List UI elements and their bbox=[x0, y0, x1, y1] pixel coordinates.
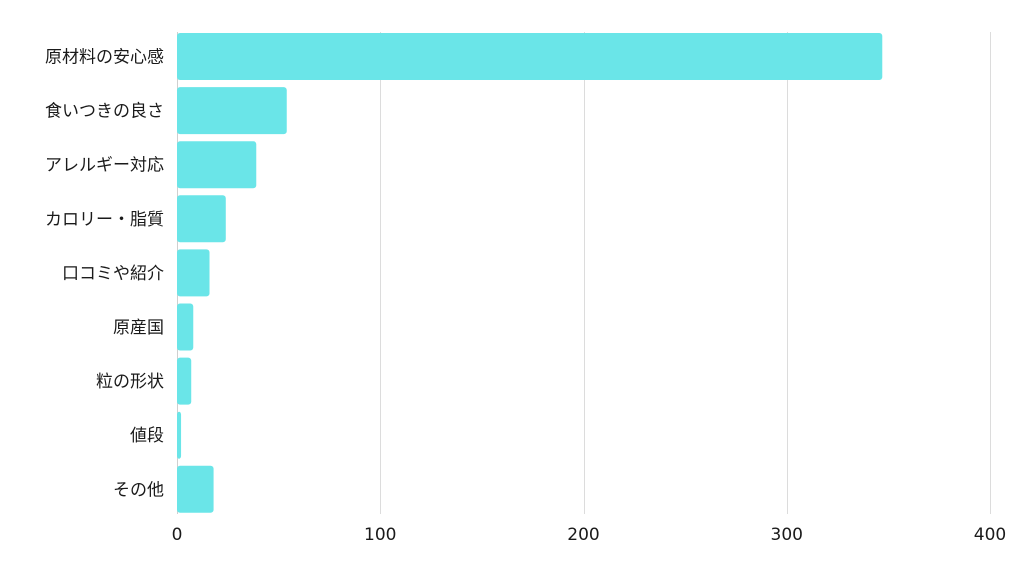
category-label: 原材料の安心感 bbox=[45, 48, 164, 68]
x-tick-labels: 0 100 200 300 400 bbox=[172, 525, 1007, 545]
x-tick-label: 100 bbox=[364, 525, 396, 545]
bar bbox=[177, 87, 287, 135]
bar bbox=[177, 357, 192, 405]
x-tick-label: 200 bbox=[567, 525, 599, 545]
category-label: 原産国 bbox=[113, 318, 164, 338]
bar bbox=[177, 195, 226, 243]
bar bbox=[177, 141, 257, 189]
category-label: カロリー・脂質 bbox=[45, 210, 164, 230]
category-label: 値段 bbox=[130, 426, 164, 446]
bar bbox=[177, 303, 194, 351]
category-label: 口コミや紹介 bbox=[62, 264, 164, 284]
category-label: 食いつきの良さ bbox=[45, 102, 164, 122]
category-label: アレルギー対応 bbox=[45, 156, 164, 176]
category-label: 粒の形状 bbox=[96, 372, 164, 392]
category-labels: 原材料の安心感食いつきの良さアレルギー対応カロリー・脂質口コミや紹介原産国粒の形… bbox=[45, 48, 164, 501]
x-tick-label: 400 bbox=[974, 525, 1006, 545]
bar-layer bbox=[177, 33, 883, 513]
category-label: その他 bbox=[113, 480, 164, 500]
x-tick-label: 0 bbox=[172, 525, 183, 545]
bar bbox=[177, 33, 883, 80]
grid-layer bbox=[177, 32, 991, 514]
bar bbox=[177, 465, 214, 513]
bar bbox=[177, 249, 210, 297]
x-tick-label: 300 bbox=[771, 525, 803, 545]
bar bbox=[177, 411, 182, 459]
